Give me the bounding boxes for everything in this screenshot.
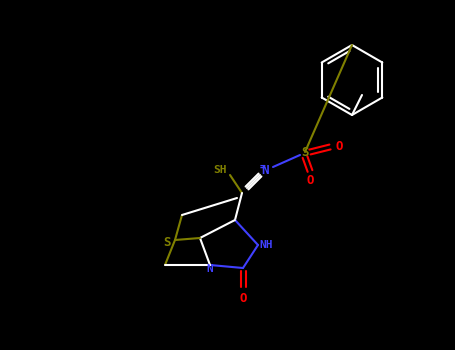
Text: O: O <box>335 140 343 154</box>
Text: S: S <box>163 237 171 250</box>
Text: O: O <box>306 174 314 187</box>
Text: NH: NH <box>259 240 273 250</box>
Text: N: N <box>207 264 213 274</box>
Text: SH: SH <box>213 165 227 175</box>
Text: N: N <box>261 163 269 176</box>
Text: S: S <box>301 146 309 159</box>
Text: =: = <box>260 162 266 172</box>
Text: O: O <box>239 292 247 304</box>
